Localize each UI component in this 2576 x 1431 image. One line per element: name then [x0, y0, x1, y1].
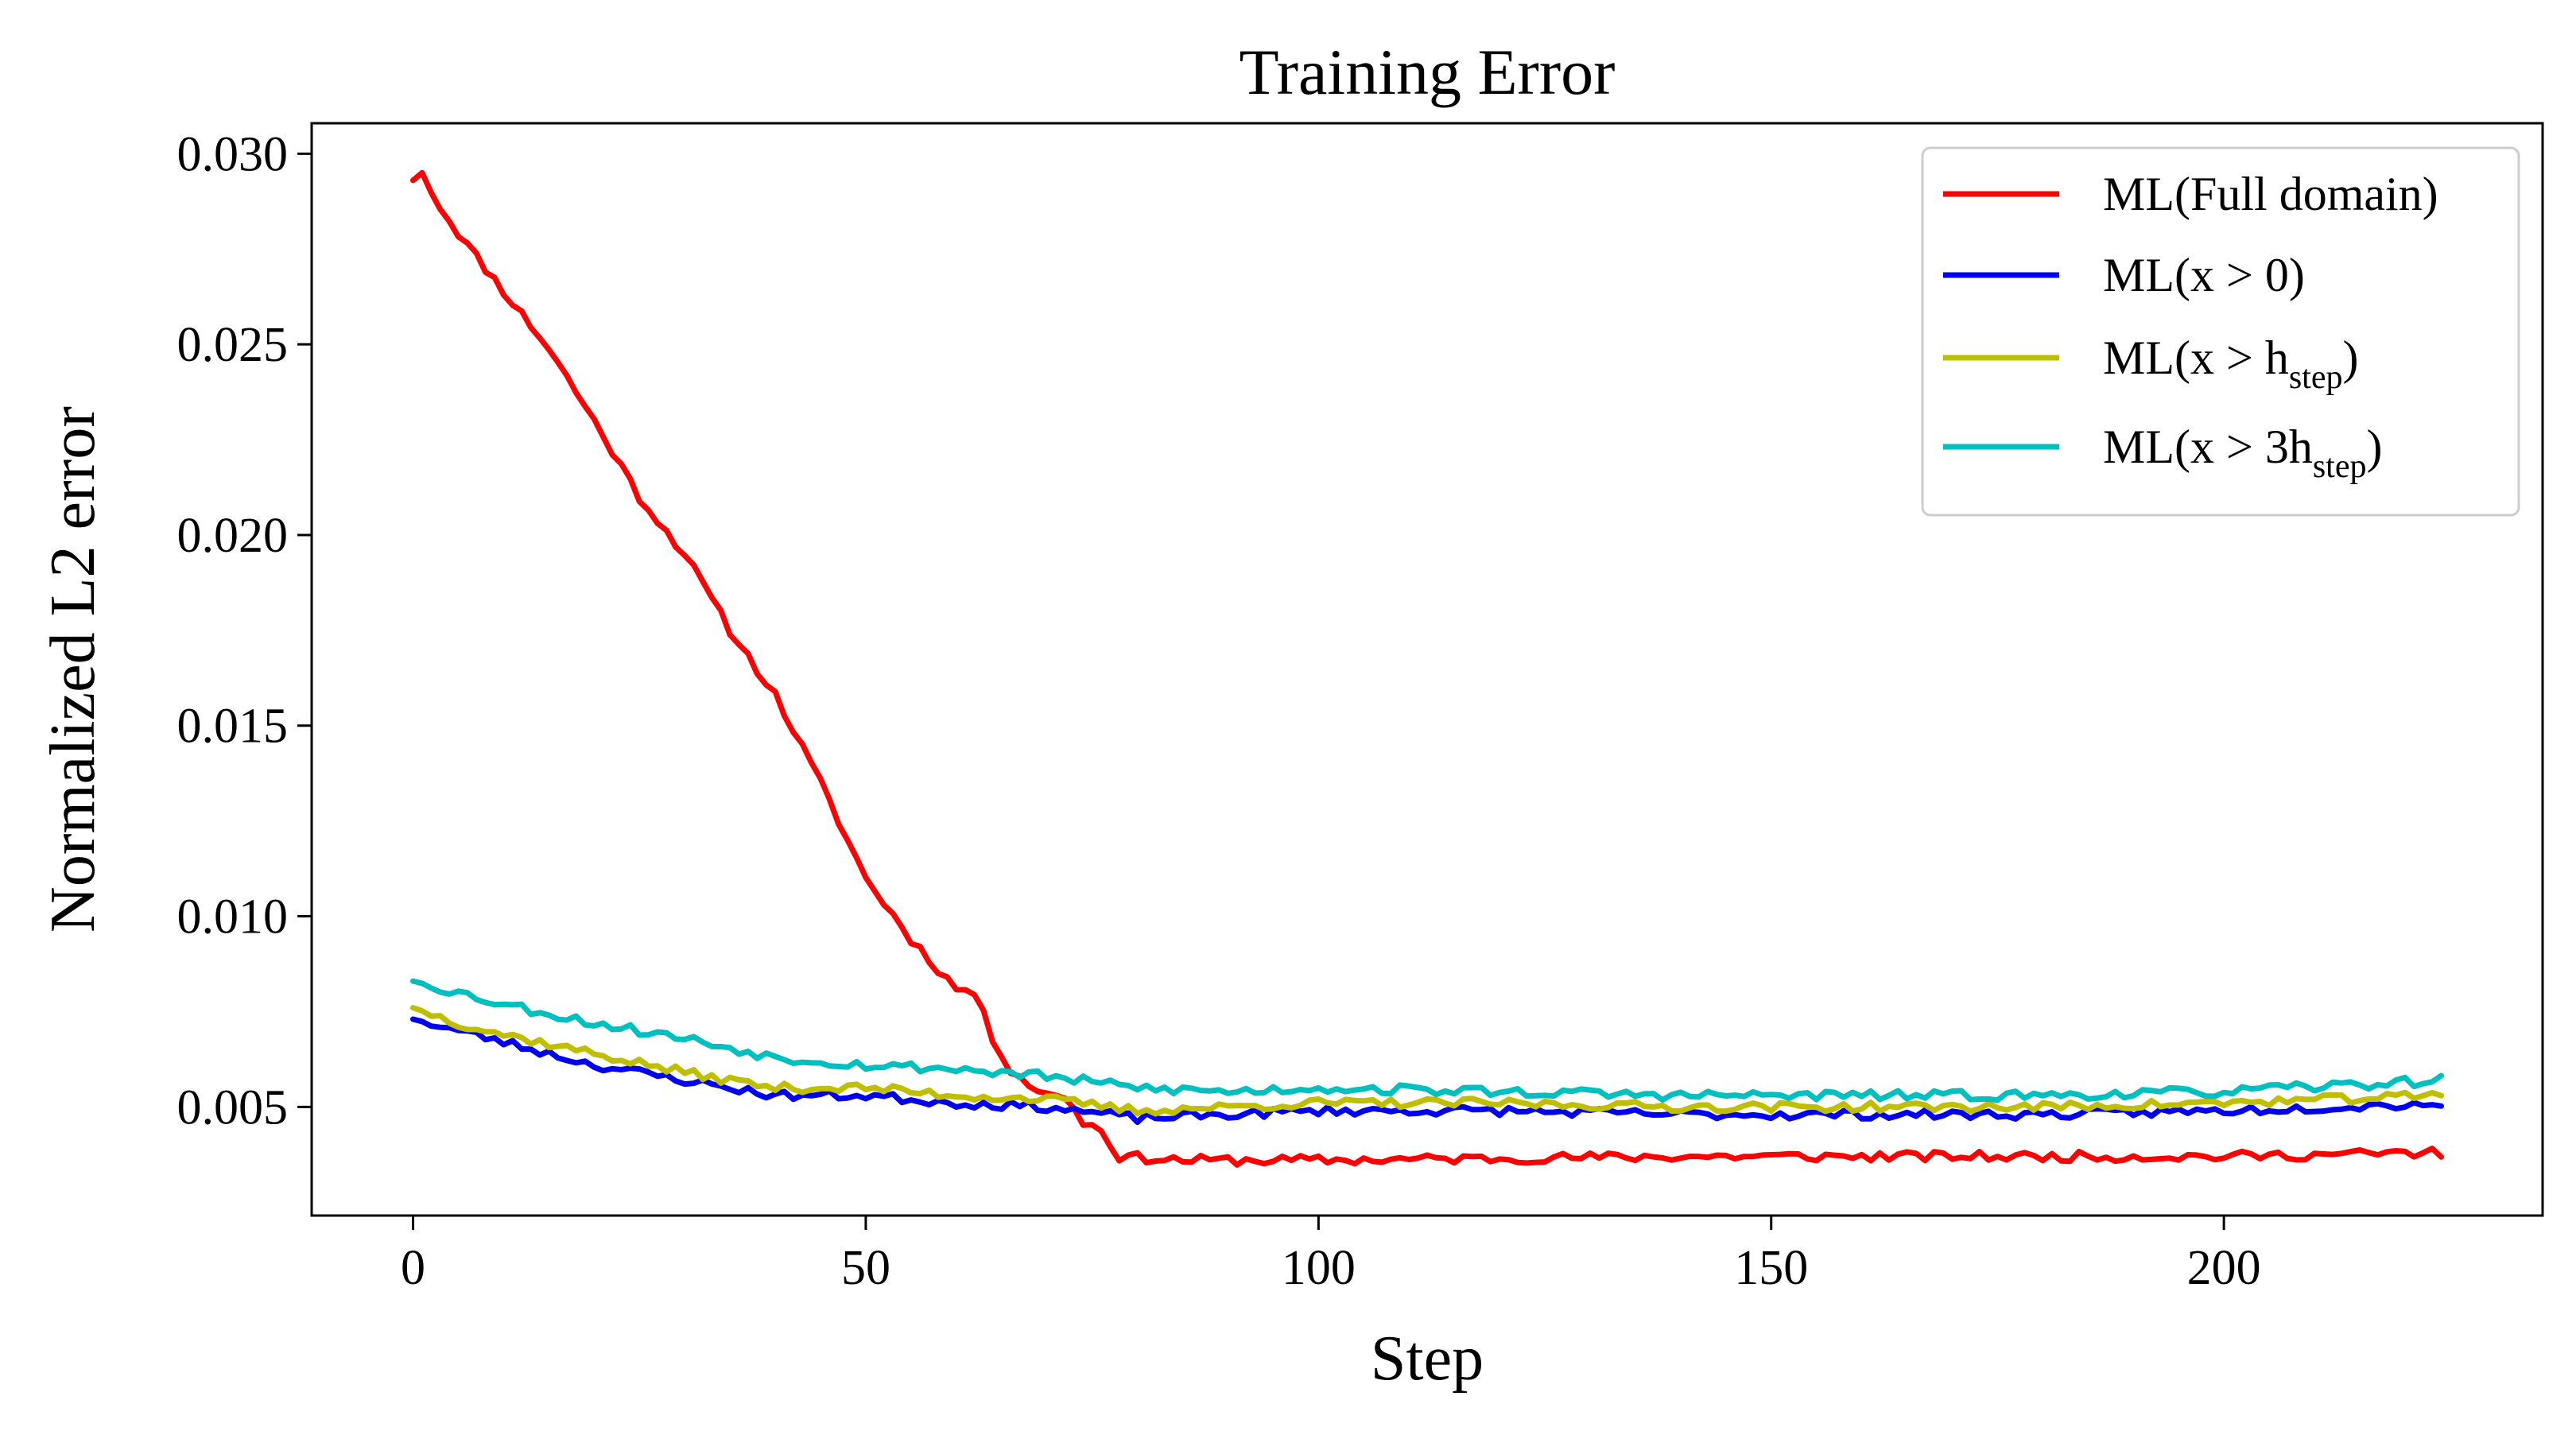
y-tick-label: 0.010: [177, 890, 289, 944]
y-axis: 0.005 0.010 0.015 0.020 0.025 0.030: [177, 127, 312, 1134]
legend-box: [1921, 146, 2520, 517]
legend-label-main: ML(x > 0): [2103, 249, 2305, 301]
legend-label-3: ML(x > 3hstep): [2103, 421, 2382, 485]
x-tick-label: 100: [1282, 1241, 1356, 1295]
chart-title: Training Error: [1240, 36, 1616, 108]
legend-label-main: ML(Full domain): [2103, 168, 2438, 220]
series-line-2: [410, 1005, 2444, 1117]
x-axis: 0 50 100 150 200: [401, 1216, 2261, 1295]
x-axis-title: Step: [1371, 1324, 1484, 1394]
x-tick-label: 0: [401, 1241, 425, 1295]
x-tick-label: 200: [2187, 1241, 2261, 1295]
legend-label-tail: ): [2342, 332, 2358, 384]
y-tick-label: 0.020: [177, 509, 289, 563]
y-axis-title: Normalized L2 error: [38, 406, 108, 933]
legend-label-0: ML(Full domain): [2103, 168, 2438, 220]
y-tick-label: 0.005: [177, 1080, 289, 1134]
x-tick-label: 50: [841, 1241, 890, 1295]
y-tick-label: 0.015: [177, 700, 289, 754]
legend-label-subscript: step: [2289, 359, 2343, 396]
legend-label-subscript: step: [2313, 448, 2367, 485]
series-layer: [410, 169, 2444, 1168]
legend-label-tail: ): [2366, 421, 2382, 473]
plot-frame: [310, 122, 2544, 1217]
y-tick-label: 0.030: [177, 127, 289, 181]
legend: ML(Full domain)ML(x > 0)ML(x > hstep)ML(…: [1921, 146, 2520, 517]
legend-entries: ML(Full domain)ML(x > 0)ML(x > hstep)ML(…: [1943, 168, 2438, 485]
y-tick-label: 0.025: [177, 318, 289, 372]
legend-label-main: ML(x > h: [2103, 332, 2289, 384]
legend-label-1: ML(x > 0): [2103, 249, 2305, 301]
series-line-0: [410, 169, 2444, 1168]
series-line-3: [410, 978, 2444, 1103]
legend-label-main: ML(x > 3h: [2103, 421, 2313, 473]
x-tick-label: 150: [1734, 1241, 1808, 1295]
legend-label-2: ML(x > hstep): [2103, 332, 2358, 396]
